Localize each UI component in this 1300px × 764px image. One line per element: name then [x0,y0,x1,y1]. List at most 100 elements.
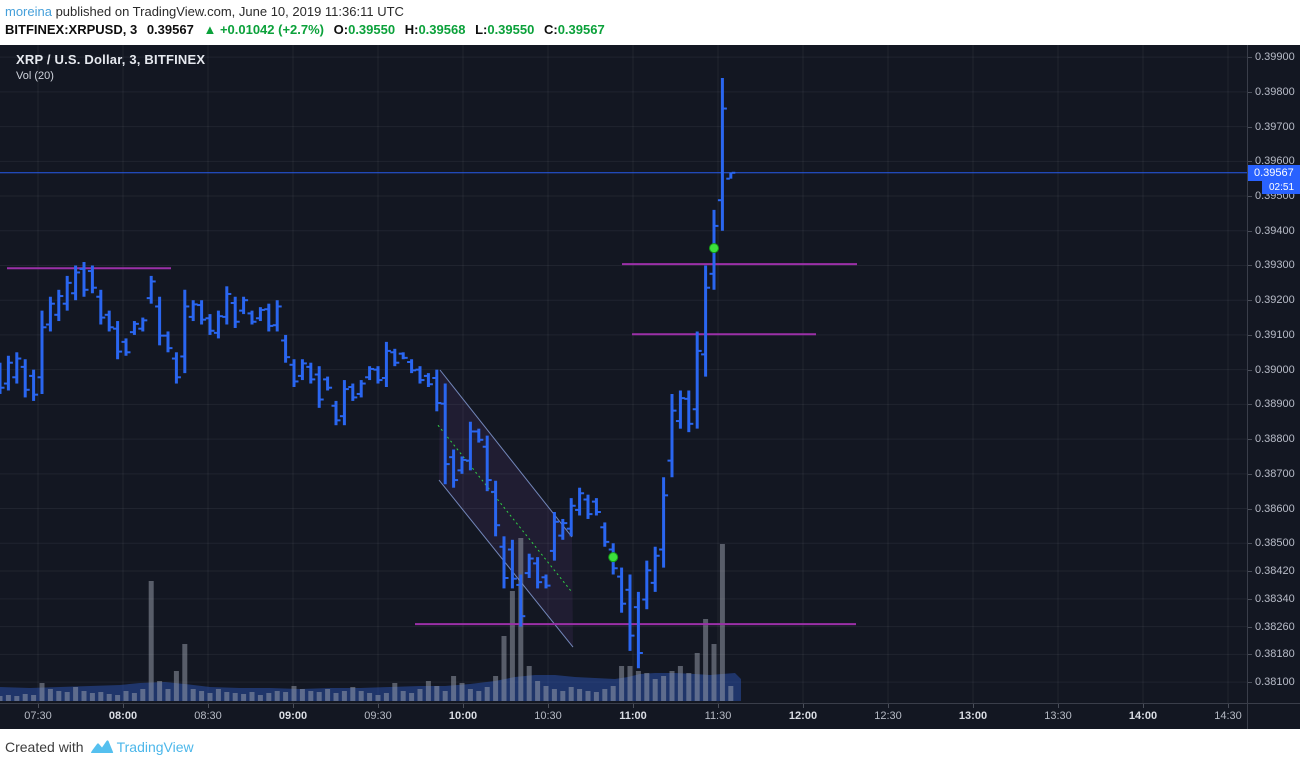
price-tick-label: 0.39100 [1255,328,1295,341]
time-tick-label: 12:00 [788,710,818,722]
price-axis-tick [1248,404,1252,406]
time-tick-label: 09:30 [364,710,392,722]
ohlc-bars [0,77,736,669]
chart-container: XRP / U.S. Dollar, 3, BITFINEX Vol (20) … [0,45,1300,730]
change-text: +0.01042 (+2.7%) [219,22,325,37]
close-label: C: [543,22,558,37]
open-value: 0.39550 [348,22,396,37]
price-axis-tick [1248,369,1252,371]
time-tick-label: 14:00 [1128,710,1158,722]
price-tick-label: 0.39700 [1255,120,1295,133]
price-tick-label: 0.39900 [1255,51,1295,64]
price-axis-tick [1248,334,1252,336]
time-tick-label: 10:30 [534,710,562,722]
low-value: 0.39550 [487,22,535,37]
symbol-text: BITFINEX:XRPUSD, 3 [5,22,138,37]
time-axis-tick [208,704,209,708]
low-label: L: [475,22,488,37]
time-tick-label: 14:30 [1214,710,1242,722]
price-tick-label: 0.38420 [1255,565,1295,578]
published-text: published on TradingView.com, June 10, 2… [51,4,404,19]
price-axis-tick [1248,300,1252,302]
horizontal-level-lines [7,263,857,626]
price-axis-tick [1248,598,1252,600]
symbol-line: BITFINEX:XRPUSD, 3 0.39567 ▲ +0.01042 (+… [5,22,605,37]
price-tick-label: 0.38500 [1255,537,1295,550]
price-chart[interactable] [0,45,1247,703]
open-label: O: [333,22,349,37]
bar-countdown-label: 02:51 [1262,180,1300,194]
time-tick-label: 08:30 [194,710,222,722]
time-tick-label: 12:30 [874,710,902,722]
time-tick-label: 09:00 [278,710,308,722]
price-axis-tick [1248,626,1252,628]
price-tick-label: 0.39200 [1255,294,1295,307]
time-axis-tick [718,704,719,708]
time-axis-tick [123,704,124,708]
high-value: 0.39568 [418,22,466,37]
price-axis-tick [1248,543,1252,545]
time-tick-label: 11:00 [619,710,647,722]
price-tick-label: 0.38100 [1255,676,1295,689]
time-axis-tick [633,704,634,708]
time-tick-label: 11:30 [704,710,732,722]
time-axis-tick [803,704,804,708]
price-tick-label: 0.39600 [1255,155,1295,168]
price-axis-tick [1248,196,1252,198]
footer: Created with TradingView [0,729,1300,764]
time-tick-label: 13:30 [1044,710,1072,722]
time-tick-label: 07:30 [24,710,52,722]
price-tick-label: 0.38700 [1255,467,1295,480]
price-tick-label: 0.38340 [1255,592,1295,605]
price-axis-tick [1248,57,1252,59]
time-axis-tick [1143,704,1144,708]
buy-signal-dot [608,552,619,563]
change-arrow-icon: ▲ [203,22,217,37]
price-axis-tick [1248,571,1252,573]
price-axis-tick [1248,654,1252,656]
last-price-text: 0.39567 [146,22,194,37]
tradingview-logo-icon [90,738,114,755]
time-axis-tick [378,704,379,708]
time-tick-label: 13:00 [958,710,988,722]
created-with-text: Created with [5,738,84,755]
axis-corner [1247,703,1300,730]
price-tick-label: 0.39000 [1255,363,1295,376]
price-axis[interactable]: 0.39567 02:51 0.39900 0.39800 0.39700 0.396… [1247,45,1300,703]
price-axis-tick [1248,473,1252,475]
time-axis-tick [38,704,39,708]
price-tick-label: 0.38180 [1255,648,1295,661]
time-axis-tick [293,704,294,708]
time-tick-label: 08:00 [108,710,138,722]
price-axis-tick [1248,682,1252,684]
price-axis-tick [1248,439,1252,441]
close-value: 0.39567 [557,22,605,37]
author-link[interactable]: moreina [5,4,52,19]
price-tick-label: 0.39300 [1255,259,1295,272]
time-axis-tick [548,704,549,708]
price-axis-tick [1248,161,1252,163]
time-axis[interactable]: 07:30 08:00 08:30 09:00 09:30 10:00 10:30 11:00… [0,703,1247,730]
price-tick-label: 0.38600 [1255,502,1295,515]
last-price-label: 0.39567 [1248,164,1300,181]
time-axis-tick [1228,704,1229,708]
price-tick-label: 0.39400 [1255,224,1295,237]
header: moreina published on TradingView.com, Ju… [0,0,1300,45]
price-axis-tick [1248,91,1252,93]
time-axis-tick [463,704,464,708]
publish-line: moreina published on TradingView.com, Ju… [5,4,404,19]
price-axis-tick [1248,265,1252,267]
time-axis-tick [973,704,974,708]
time-axis-tick [1058,704,1059,708]
signal-markers [608,243,719,563]
buy-signal-dot [709,243,719,254]
time-axis-tick [888,704,889,708]
price-axis-tick [1248,126,1252,128]
time-tick-label: 10:00 [448,710,478,722]
volume-bars [0,538,734,701]
price-axis-tick [1248,508,1252,510]
tradingview-brand-link[interactable]: TradingView [116,738,194,755]
price-axis-tick [1248,230,1252,232]
parallel-channel [437,369,574,648]
price-tick-label: 0.39800 [1255,85,1295,98]
